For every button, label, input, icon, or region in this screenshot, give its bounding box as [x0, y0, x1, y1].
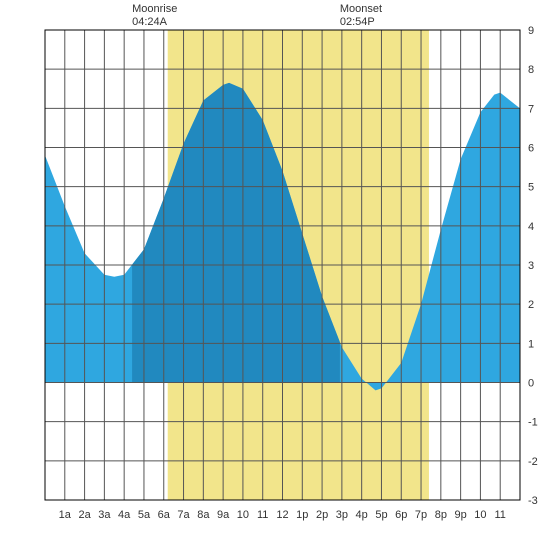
x-tick-label: 1p: [296, 509, 308, 521]
x-tick-label: 4a: [118, 509, 131, 521]
x-tick-label: 2a: [78, 509, 91, 521]
x-tick-label: 7a: [177, 509, 190, 521]
x-tick-label: 11: [494, 509, 505, 521]
x-tick-label: 12: [276, 509, 288, 521]
x-tick-label: 6a: [158, 509, 171, 521]
y-tick-label: 3: [528, 260, 534, 272]
y-tick-label: 5: [528, 182, 534, 194]
x-tick-label: 9a: [217, 509, 230, 521]
chart-svg: -3-2-101234567891a2a3a4a5a6a7a8a9a101112…: [0, 0, 550, 550]
y-tick-label: 8: [528, 64, 534, 76]
x-tick-label: 10: [474, 509, 486, 521]
y-tick-label: 9: [528, 25, 534, 37]
y-tick-label: 0: [528, 378, 534, 390]
y-tick-label: -3: [528, 495, 538, 507]
y-tick-label: -1: [528, 417, 538, 429]
moonset-time: 02:54P: [340, 16, 375, 28]
y-tick-label: 4: [528, 221, 534, 233]
moonset-label: Moonset: [340, 3, 382, 15]
x-tick-label: 5p: [375, 509, 387, 521]
x-tick-label: 2p: [316, 509, 328, 521]
moonrise-time: 04:24A: [132, 16, 168, 28]
x-tick-label: 9p: [455, 509, 467, 521]
x-tick-label: 6p: [395, 509, 407, 521]
y-tick-label: 6: [528, 143, 534, 155]
tide-chart: -3-2-101234567891a2a3a4a5a6a7a8a9a101112…: [0, 0, 550, 550]
y-tick-label: 2: [528, 299, 534, 311]
x-tick-label: 3a: [98, 509, 111, 521]
y-tick-label: -2: [528, 456, 538, 468]
moonrise-label: Moonrise: [132, 3, 177, 15]
x-tick-label: 8p: [435, 509, 447, 521]
x-tick-label: 4p: [356, 509, 368, 521]
x-tick-label: 7p: [415, 509, 427, 521]
x-tick-label: 3p: [336, 509, 348, 521]
x-tick-label: 10: [237, 509, 249, 521]
x-tick-label: 8a: [197, 509, 210, 521]
x-tick-label: 5a: [138, 509, 151, 521]
y-tick-label: 7: [528, 103, 534, 115]
x-tick-label: 1a: [59, 509, 72, 521]
y-tick-label: 1: [528, 338, 534, 350]
x-tick-label: 11: [257, 509, 268, 521]
